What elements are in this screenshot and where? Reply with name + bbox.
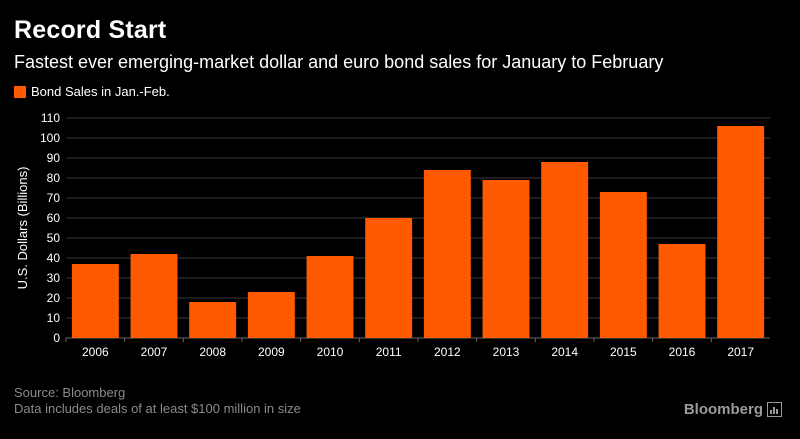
bar-2008 [189,302,237,338]
bar-2011 [365,218,413,338]
bar-2016 [658,244,706,338]
x-tick-label: 2011 [376,345,402,359]
y-tick-label: 50 [47,231,61,245]
x-tick-label: 2014 [551,345,578,359]
x-tick-label: 2008 [199,345,226,359]
bar-2012 [423,170,471,338]
y-tick-label: 60 [47,211,61,225]
y-tick-label: 70 [47,191,61,205]
x-tick-label: 2015 [610,345,637,359]
bar-2006 [71,264,119,338]
y-tick-label: 20 [47,291,61,305]
bar-2007 [130,254,178,338]
y-tick-label: 0 [53,331,60,345]
chart-title: Record Start [14,16,167,44]
axes: 0 10 20 30 40 50 60 70 80 90 100 110 U.S. Dollars (B… [15,111,754,359]
x-tick-label: 2006 [82,345,109,359]
source-note: Source: Bloomberg [14,385,126,400]
gridlines [66,117,770,339]
legend-swatch [14,85,26,98]
x-tick-label: 2007 [141,345,168,359]
bar-2017 [717,126,765,338]
y-tick-label: 30 [47,271,61,285]
bar-2015 [599,192,647,338]
y-tick-label: 110 [41,111,60,125]
legend-label: Bond Sales in Jan.-Feb. [31,84,170,99]
bloomberg-chart-icon [767,402,782,417]
y-tick-label: 10 [47,311,61,325]
legend: Bond Sales in Jan.-Feb. [14,84,170,99]
y-axis-title: U.S. Dollars (Billions) [15,167,30,290]
y-tick-label: 90 [47,151,61,165]
bar-2010 [306,256,354,338]
x-tick-label: 2009 [258,345,285,359]
x-tick-label: 2012 [434,345,461,359]
bar-2014 [541,162,589,338]
y-tick-label: 40 [47,251,61,265]
bars [71,126,765,338]
x-tick-label: 2013 [493,345,520,359]
x-tick-label: 2010 [317,345,344,359]
footer: Source: Bloomberg Data includes deals of… [14,385,301,417]
y-tick-label: 100 [40,131,60,145]
y-tick-label: 80 [47,171,61,185]
brand-name: Bloomberg [683,401,763,418]
chart-subtitle: Fastest ever emerging-market dollar and … [14,52,664,72]
x-tick-label: 2016 [669,345,696,359]
bar-2013 [482,180,530,338]
brand-logo: Bloomberg [684,401,782,418]
x-tick-label: 2017 [727,345,754,359]
bar-2009 [247,292,295,338]
data-note: Data includes deals of at least $100 mil… [14,401,301,416]
